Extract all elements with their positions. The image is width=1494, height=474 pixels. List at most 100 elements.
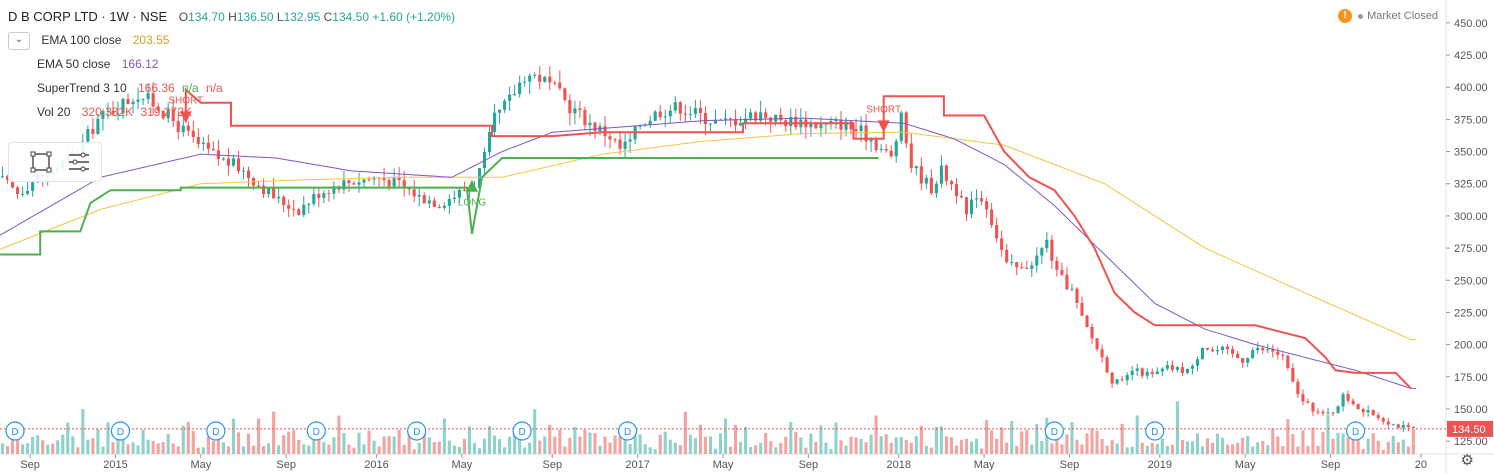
volume-bar [1397,442,1400,454]
volume-bar [1256,442,1259,454]
candle-body [197,137,200,144]
volume-bar [297,440,300,454]
candle-body [438,207,441,208]
volume-bar [1331,439,1334,454]
volume-bar [759,443,762,454]
candle-body [367,179,370,180]
rectangle-tool-icon[interactable] [29,150,53,174]
candle-body [1,176,4,177]
volume-bar [890,443,893,454]
volume-bar [1241,438,1244,454]
volume-bar [1020,431,1023,454]
volume-bar [227,446,230,454]
dividend-marker[interactable]: D [6,422,24,440]
volume-bar [101,447,104,454]
volume-bar [1171,445,1174,454]
candle-body [1266,349,1269,350]
candle-body [704,113,707,124]
dividend-marker[interactable]: D [307,422,325,440]
volume-bar [955,446,958,454]
dividend-marker[interactable]: D [408,422,426,440]
candle-body [915,166,918,168]
volume-bar [754,445,757,454]
candle-body [935,184,938,193]
candle-body [1316,411,1319,412]
lines-tool-icon[interactable] [67,150,91,174]
candle-body [287,205,290,209]
price-tick-label: 175.00 [1454,372,1488,384]
volume-bar [613,436,616,454]
candle-body [538,75,541,82]
alert-icon[interactable]: ! [1338,9,1352,23]
legend-ema50[interactable]: EMA 50 close 166.12 [8,52,455,76]
legend-ema100[interactable]: ⌄ EMA 100 close 203.55 [8,28,455,52]
volume-bar [433,442,436,454]
volume-bar [347,444,350,454]
candle-body [513,94,516,95]
gear-icon[interactable]: ⚙ [1461,451,1474,469]
price-tick-label: 425.00 [1454,50,1488,62]
volume-bar [654,449,657,454]
candle-body [383,178,386,180]
candle-body [839,120,842,130]
volume-bar [834,422,837,454]
volume-bar [669,440,672,454]
candle-body [352,183,355,184]
volume-bar [1015,446,1018,454]
candle-body [1171,365,1174,370]
volume-bar [1281,446,1284,454]
volume-bar [1040,441,1043,454]
volume-bar [844,446,847,454]
volume-bar [849,437,852,454]
drawing-toolbox [8,142,102,182]
candle-body [1070,289,1073,290]
volume-bar [819,426,822,454]
time-tick-label: May [452,459,473,471]
candle-body [1342,394,1345,406]
candle-body [965,197,968,214]
dividend-marker[interactable]: D [1146,422,1164,440]
volume-bar [56,440,59,454]
candle-body [975,198,978,199]
candle-body [930,178,933,193]
volume-bar [182,426,185,454]
volume-bar [558,430,561,454]
legend-supertrend[interactable]: SuperTrend 3 10 166.36 n/a n/a [8,76,455,100]
volume-bar [1176,401,1179,454]
volume-bar [714,449,717,454]
candle-body [940,165,943,183]
chart-legend: D B CORP LTD · 1W · NSE O134.70 H136.50 … [8,6,455,124]
dividend-marker[interactable]: D [1347,422,1365,440]
dividend-marker[interactable]: D [207,422,225,440]
volume-bar [930,448,933,454]
candle-body [819,125,822,129]
candle-body [1211,350,1214,352]
candle-body [403,180,406,187]
candle-body [1201,348,1204,359]
ema100-line [0,132,1416,339]
candle-body [543,77,546,82]
candle-body [860,125,863,131]
volume-bar [528,443,531,454]
volume-bar [1311,428,1314,454]
volume-bar [302,444,305,454]
dividend-marker[interactable]: D [1045,422,1063,440]
candle-body [573,108,576,113]
candle-body [277,197,280,198]
legend-volume[interactable]: Vol 20 320.332K 319.272K [8,100,455,124]
volume-bar [1131,447,1134,454]
supertrend-value-3: n/a [206,81,223,95]
long-label: LONG [458,198,487,209]
dividend-label: D [1352,427,1359,438]
candle-body [1326,412,1329,413]
chevron-down-icon[interactable]: ⌄ [8,32,30,50]
ema100-value: 203.55 [133,33,170,47]
time-tick-label: Sep [799,459,819,471]
volume-bar [1181,440,1184,454]
dividend-marker[interactable]: D [619,422,637,440]
candle-body [428,200,431,203]
ema50-label: EMA 50 close [37,57,110,71]
dividend-marker[interactable]: D [513,422,531,440]
volume-bar [307,445,310,454]
dividend-marker[interactable]: D [111,422,129,440]
